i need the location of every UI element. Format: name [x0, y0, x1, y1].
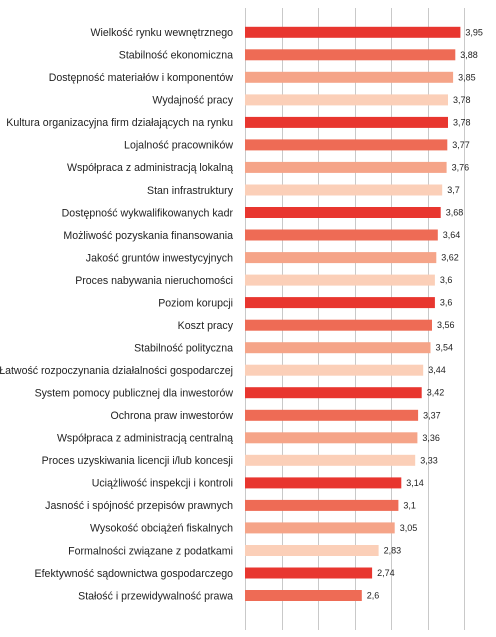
value-label: 3,78 — [453, 117, 471, 127]
value-label: 3,42 — [427, 388, 445, 398]
bar — [245, 364, 424, 376]
category-label: Proces nabywania nieruchomości — [75, 275, 233, 287]
value-label: 3,68 — [446, 208, 464, 218]
category-label: Proces uzyskiwania licencji i/lub konces… — [42, 455, 233, 467]
bar — [245, 432, 418, 444]
category-label: Dostępność wykwalifikowanych kadr — [62, 207, 234, 219]
value-label: 2,6 — [367, 591, 380, 601]
category-label: Dostępność materiałów i komponentów — [49, 72, 234, 84]
bar — [245, 297, 435, 309]
bar — [245, 26, 461, 38]
value-label: 3,6 — [440, 298, 453, 308]
bar — [245, 229, 438, 241]
category-label: Kultura organizacyjna firm działających … — [6, 117, 233, 129]
value-label: 3,7 — [447, 185, 460, 195]
category-label: Stabilność ekonomiczna — [119, 50, 233, 62]
bar — [245, 184, 443, 196]
value-label: 3,56 — [437, 320, 455, 330]
value-label: 3,37 — [423, 410, 441, 420]
bar — [245, 116, 448, 128]
value-label: 3,64 — [443, 230, 461, 240]
bar — [245, 161, 447, 173]
category-label: Stabilność polityczna — [134, 343, 233, 355]
bar — [245, 71, 454, 83]
bar — [245, 274, 435, 286]
bar — [245, 522, 395, 534]
bar — [245, 207, 441, 218]
category-label: Współpraca z administracją centralną — [57, 433, 233, 445]
bar — [245, 252, 437, 264]
value-label: 3,77 — [452, 140, 470, 150]
bar — [245, 139, 448, 151]
value-label: 2,74 — [377, 568, 395, 578]
value-label: 3,14 — [406, 478, 424, 488]
bar — [245, 477, 402, 489]
value-label: 3,76 — [452, 162, 470, 172]
category-label: Ochrona praw inwestorów — [111, 410, 234, 422]
value-label: 3,62 — [441, 253, 459, 263]
bar — [245, 454, 416, 466]
category-labels: Wielkość rynku wewnętrznego Stabilność ek… — [0, 27, 234, 602]
category-label: Stałość i przewidywalność prawa — [78, 590, 233, 602]
value-labels: 3,95 3,88 3,85 3,78 3,78 3,77 3,76 3,7 3,68 3,64 3… — [367, 27, 483, 600]
value-label: 3,85 — [458, 72, 476, 82]
category-label: Efektywność sądownictwa gospodarczego — [35, 568, 234, 580]
value-label: 3,95 — [465, 27, 483, 37]
category-label: Lojalność pracowników — [124, 140, 233, 152]
value-label: 3,1 — [403, 500, 416, 510]
value-label: 3,88 — [460, 50, 478, 60]
category-label: System pomocy publicznej dla inwestorów — [35, 388, 234, 400]
bars — [245, 26, 461, 601]
bar — [245, 409, 419, 421]
bar — [245, 319, 432, 331]
category-label: Współpraca z administracją lokalną — [67, 162, 233, 174]
category-label: Stan infrastruktury — [147, 185, 234, 197]
category-label: Wydajność pracy — [152, 95, 233, 107]
value-label: 3,05 — [400, 523, 418, 533]
value-label: 3,36 — [422, 433, 440, 443]
category-label: Poziom korupcji — [158, 297, 233, 309]
category-label: Jasność i spójność przepisów prawnych — [45, 500, 233, 512]
bar — [245, 545, 379, 556]
category-label: Koszt pracy — [178, 320, 234, 332]
value-label: 3,33 — [420, 455, 438, 465]
category-label: Łatwość rozpoczynania działalności gospo… — [0, 365, 233, 377]
bar — [245, 567, 373, 579]
bar — [245, 387, 422, 399]
bar — [245, 49, 456, 61]
bar — [245, 499, 399, 511]
category-label: Wysokość obciążeń fiskalnych — [90, 523, 233, 535]
grid-lines — [245, 8, 465, 630]
category-label: Wielkość rynku wewnętrznego — [91, 27, 234, 39]
value-label: 2,83 — [384, 546, 402, 556]
category-label: Jakość gruntów inwestycyjnych — [86, 252, 233, 264]
category-label: Uciążliwość inspekcji i kontroli — [92, 478, 233, 490]
category-label: Możliwość pozyskania finansowania — [63, 230, 233, 242]
bar — [245, 342, 431, 354]
bar — [245, 94, 448, 106]
value-label: 3,78 — [453, 95, 471, 105]
bar — [245, 590, 362, 601]
category-label: Formalności związane z podatkami — [68, 545, 233, 557]
value-label: 3,44 — [428, 365, 446, 375]
value-label: 3,54 — [436, 343, 454, 353]
value-label: 3,6 — [440, 275, 453, 285]
